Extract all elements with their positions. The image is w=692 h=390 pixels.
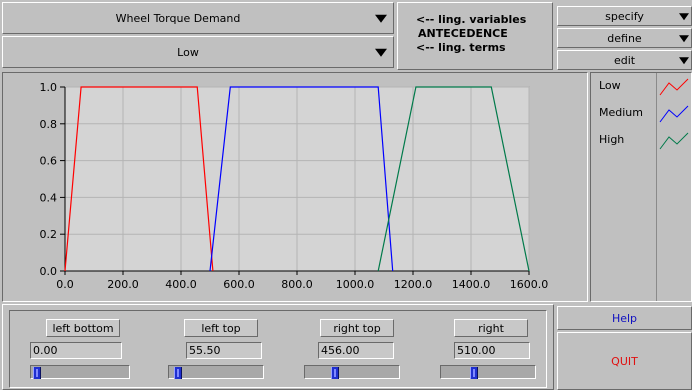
linguistic-variable-value: Wheel Torque Demand bbox=[115, 11, 241, 25]
y-tick-label: 0.2 bbox=[40, 228, 58, 241]
define-menu-label: define bbox=[607, 31, 642, 45]
legend-separator bbox=[656, 73, 657, 301]
left-bottom-value[interactable]: 0.00 bbox=[30, 342, 122, 359]
breakpoint-controls-frame bbox=[9, 310, 547, 388]
y-tick-label: 0.0 bbox=[40, 265, 58, 278]
y-tick-label: 0.6 bbox=[40, 155, 58, 168]
chevron-down-icon bbox=[679, 35, 689, 43]
x-tick-label: 0.0 bbox=[56, 278, 74, 291]
x-tick-label: 400.0 bbox=[165, 278, 197, 291]
quit-button-label: QUIT bbox=[611, 354, 638, 368]
info-line-antecedence: ANTECEDENCE bbox=[418, 27, 508, 40]
info-line-terms: <-- ling. terms bbox=[416, 41, 506, 54]
left-bottom-label: left bottom bbox=[46, 319, 120, 337]
slider-knob-handle[interactable] bbox=[469, 367, 478, 379]
chevron-down-icon bbox=[679, 13, 689, 21]
slider-knob-handle[interactable] bbox=[173, 367, 182, 379]
info-box: <-- ling. variables ANTECEDENCE <-- ling… bbox=[397, 2, 553, 70]
right-top-slider[interactable] bbox=[304, 365, 400, 379]
chevron-down-icon bbox=[679, 57, 689, 65]
left-top-slider[interactable] bbox=[168, 365, 264, 379]
linguistic-term-ring[interactable]: Low bbox=[2, 36, 394, 68]
membership-function-graph: 0.0 200.0 400.0 600.0 800.0 1000.0 1200.0 1400.… bbox=[2, 72, 588, 302]
edit-menu-label: edit bbox=[613, 53, 636, 67]
legend-label: Medium bbox=[599, 106, 643, 119]
legend-swatch-high-icon bbox=[659, 132, 689, 150]
chart-canvas: 0.0 200.0 400.0 600.0 800.0 1000.0 1200.0 1400.… bbox=[40, 81, 549, 291]
y-tick-label: 0.4 bbox=[40, 191, 58, 204]
x-tick-label: 1000.0 bbox=[336, 278, 375, 291]
left-top-value[interactable]: 55.50 bbox=[186, 342, 262, 359]
right-value[interactable]: 510.00 bbox=[454, 342, 530, 359]
linguistic-variable-ring[interactable]: Wheel Torque Demand bbox=[2, 2, 394, 34]
y-tick-label: 1.0 bbox=[40, 81, 58, 94]
left-top-label: left top bbox=[184, 319, 258, 337]
series-medium-line bbox=[209, 86, 394, 272]
define-menu[interactable]: define bbox=[557, 28, 692, 48]
right-top-value[interactable]: 456.00 bbox=[318, 342, 394, 359]
x-tick-label: 200.0 bbox=[107, 278, 139, 291]
right-label: right bbox=[454, 319, 528, 337]
x-tick-label: 600.0 bbox=[223, 278, 255, 291]
legend-swatch-low-icon bbox=[659, 78, 689, 96]
series-low-line bbox=[64, 86, 214, 272]
right-top-label: right top bbox=[320, 319, 394, 337]
help-button[interactable]: Help bbox=[557, 306, 692, 330]
legend-label: High bbox=[599, 133, 625, 146]
right-slider[interactable] bbox=[440, 365, 536, 379]
legend-item-medium[interactable]: Medium bbox=[591, 102, 691, 129]
x-tick-label: 1600.0 bbox=[510, 278, 549, 291]
specify-menu-label: specify bbox=[605, 9, 644, 23]
legend-item-low[interactable]: Low bbox=[591, 75, 691, 102]
slider-knob-handle[interactable] bbox=[33, 367, 41, 379]
chevron-down-icon bbox=[375, 14, 387, 23]
chevron-down-icon bbox=[375, 48, 387, 57]
legend-swatch-medium-icon bbox=[659, 105, 689, 123]
x-tick-label: 1200.0 bbox=[394, 278, 433, 291]
plot-legend: Low Medium High bbox=[590, 72, 692, 302]
slider-knob-handle[interactable] bbox=[330, 367, 339, 379]
legend-item-high[interactable]: High bbox=[591, 129, 691, 156]
help-button-label: Help bbox=[611, 311, 638, 325]
series-high-line bbox=[377, 86, 530, 272]
linguistic-term-value: Low bbox=[177, 45, 199, 59]
specify-menu[interactable]: specify bbox=[557, 6, 692, 26]
info-line-variables: <-- ling. variables bbox=[416, 13, 527, 26]
legend-label: Low bbox=[599, 79, 621, 92]
edit-menu[interactable]: edit bbox=[557, 50, 692, 70]
quit-button[interactable]: QUIT bbox=[557, 332, 692, 390]
left-bottom-slider[interactable] bbox=[30, 365, 130, 379]
x-tick-label: 1400.0 bbox=[452, 278, 491, 291]
y-tick-label: 0.8 bbox=[40, 118, 58, 131]
x-tick-label: 800.0 bbox=[281, 278, 313, 291]
